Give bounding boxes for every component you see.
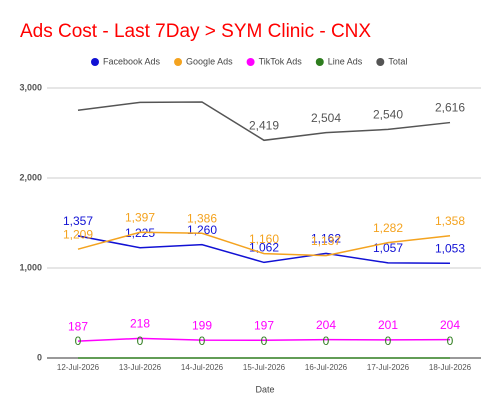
series-line xyxy=(77,337,451,342)
x-tick-label: 14-Jul-2026 xyxy=(181,363,224,372)
data-label: 204 xyxy=(440,318,460,332)
series-line xyxy=(77,231,451,257)
y-tick-label: 0 xyxy=(37,352,42,362)
x-tick-label: 16-Jul-2026 xyxy=(305,363,348,372)
legend-label: Google Ads xyxy=(186,56,233,66)
data-label: 2,504 xyxy=(311,111,341,125)
data-label: 187 xyxy=(68,319,88,333)
data-label: 1,053 xyxy=(435,241,465,255)
legend-marker xyxy=(376,58,385,66)
data-label: 201 xyxy=(378,318,398,332)
x-tick-label: 13-Jul-2026 xyxy=(119,363,162,372)
data-label: 1,358 xyxy=(435,214,465,228)
data-label: 204 xyxy=(316,318,336,332)
y-tick-label: 3,000 xyxy=(19,82,42,92)
data-label: 0 xyxy=(75,334,82,348)
data-label: 0 xyxy=(199,334,206,348)
data-label: 2,419 xyxy=(249,118,279,132)
y-tick-label: 1,000 xyxy=(19,262,42,272)
data-label: 1,386 xyxy=(187,211,217,225)
data-label: 1,209 xyxy=(63,227,93,241)
legend-marker xyxy=(315,58,324,66)
series-line xyxy=(77,101,451,142)
y-tick-label: 2,000 xyxy=(19,172,42,182)
x-tick-label: 12-Jul-2026 xyxy=(57,363,100,372)
chart-title: Ads Cost - Last 7Day > SYM Clinic - CNX xyxy=(20,21,371,42)
data-label: 1,357 xyxy=(63,214,93,228)
x-axis-title: Date xyxy=(255,384,274,394)
legend-marker xyxy=(91,58,99,66)
data-label: 1,137 xyxy=(311,234,341,248)
x-tick-label: 15-Jul-2026 xyxy=(243,363,286,372)
data-label: 0 xyxy=(385,334,392,348)
data-label: 1,160 xyxy=(249,232,279,246)
legend-label: TikTok Ads xyxy=(259,56,303,66)
data-label: 1,162 xyxy=(311,232,341,246)
data-label: 0 xyxy=(137,334,144,348)
legend-marker xyxy=(174,58,183,66)
legend-label: Line Ads xyxy=(328,56,363,66)
data-label: 1,397 xyxy=(125,210,155,224)
x-tick-label: 18-Jul-2026 xyxy=(429,363,472,372)
data-label: 197 xyxy=(254,318,274,332)
data-label: 0 xyxy=(261,334,268,348)
series-line xyxy=(77,235,451,264)
x-tick-label: 17-Jul-2026 xyxy=(367,363,410,372)
legend-marker xyxy=(246,58,255,66)
data-label: 1,282 xyxy=(373,221,403,235)
data-label: 2,540 xyxy=(373,108,403,122)
data-label: 218 xyxy=(130,317,150,331)
data-label: 199 xyxy=(192,318,212,332)
legend-label: Total xyxy=(388,56,407,66)
data-label: 0 xyxy=(323,334,330,348)
legend-label: Facebook Ads xyxy=(103,56,161,66)
data-label: 2,616 xyxy=(435,101,465,115)
data-label: 0 xyxy=(447,334,454,348)
